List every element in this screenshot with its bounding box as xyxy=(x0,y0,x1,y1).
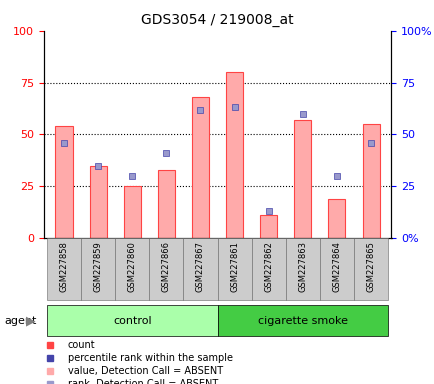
Text: GSM227866: GSM227866 xyxy=(161,241,171,292)
Text: GSM227861: GSM227861 xyxy=(230,241,239,292)
Text: value, Detection Call = ABSENT: value, Detection Call = ABSENT xyxy=(68,366,223,376)
FancyBboxPatch shape xyxy=(47,305,217,336)
Text: GSM227858: GSM227858 xyxy=(59,241,68,292)
Text: rank, Detection Call = ABSENT: rank, Detection Call = ABSENT xyxy=(68,379,217,384)
FancyBboxPatch shape xyxy=(217,238,251,300)
FancyBboxPatch shape xyxy=(183,238,217,300)
Title: GDS3054 / 219008_at: GDS3054 / 219008_at xyxy=(141,13,293,27)
Text: ▶: ▶ xyxy=(26,314,35,327)
Text: control: control xyxy=(113,316,151,326)
Text: GSM227862: GSM227862 xyxy=(263,241,273,292)
Text: count: count xyxy=(68,340,95,350)
Text: GSM227860: GSM227860 xyxy=(128,241,136,292)
Text: GSM227864: GSM227864 xyxy=(332,241,341,292)
FancyBboxPatch shape xyxy=(81,238,115,300)
Bar xyxy=(123,186,141,238)
Bar xyxy=(328,199,345,238)
Bar xyxy=(158,170,174,238)
Text: GSM227859: GSM227859 xyxy=(93,241,102,292)
Bar xyxy=(55,126,72,238)
FancyBboxPatch shape xyxy=(285,238,319,300)
Text: cigarette smoke: cigarette smoke xyxy=(257,316,347,326)
FancyBboxPatch shape xyxy=(149,238,183,300)
Bar xyxy=(362,124,379,238)
Bar xyxy=(89,166,106,238)
Text: GSM227867: GSM227867 xyxy=(195,241,204,292)
Bar xyxy=(260,215,276,238)
Text: GSM227865: GSM227865 xyxy=(366,241,375,292)
Text: GSM227863: GSM227863 xyxy=(298,241,306,292)
FancyBboxPatch shape xyxy=(319,238,353,300)
Bar xyxy=(293,120,311,238)
Text: agent: agent xyxy=(4,316,36,326)
FancyBboxPatch shape xyxy=(251,238,285,300)
Text: percentile rank within the sample: percentile rank within the sample xyxy=(68,353,232,363)
FancyBboxPatch shape xyxy=(115,238,149,300)
FancyBboxPatch shape xyxy=(353,238,387,300)
FancyBboxPatch shape xyxy=(47,238,81,300)
Bar xyxy=(191,97,208,238)
Bar xyxy=(226,72,243,238)
FancyBboxPatch shape xyxy=(217,305,387,336)
